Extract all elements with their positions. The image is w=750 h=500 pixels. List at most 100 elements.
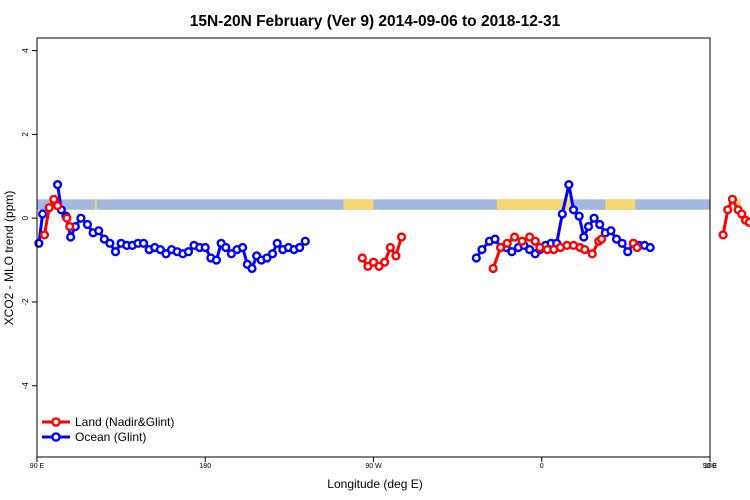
data-point	[368, 257, 379, 267]
data-point	[34, 238, 44, 248]
data-point	[161, 249, 171, 259]
data-point	[183, 247, 194, 257]
data-point	[105, 238, 115, 248]
data-point	[110, 247, 121, 257]
data-point	[617, 238, 627, 248]
x-tick-label: 180	[704, 463, 716, 470]
data-point	[300, 236, 310, 246]
data-point	[580, 244, 590, 255]
legend-marker	[51, 432, 61, 442]
data-point	[39, 230, 50, 240]
data-point	[82, 219, 93, 230]
map-band-land	[94, 199, 97, 210]
data-point	[579, 232, 589, 242]
map-band	[37, 199, 741, 210]
data-point	[38, 209, 48, 219]
data-point	[595, 219, 605, 230]
data-point	[632, 242, 642, 253]
data-point	[587, 249, 597, 259]
data-point	[44, 203, 54, 213]
series-ocean	[34, 180, 655, 274]
map-band-land	[343, 199, 374, 210]
data-point	[524, 244, 535, 255]
data-point	[380, 257, 390, 267]
data-point	[517, 236, 527, 246]
chart-title: 15N-20N February (Ver 9) 2014-09-06 to 2…	[190, 13, 561, 30]
data-point	[574, 211, 584, 221]
data-point	[645, 242, 655, 253]
data-point	[295, 242, 305, 253]
data-point	[65, 221, 75, 232]
data-point	[62, 213, 72, 223]
map-band-land	[496, 199, 572, 210]
y-tick-label: 4	[21, 48, 30, 53]
data-point	[247, 263, 257, 274]
data-point	[471, 253, 481, 263]
data-point	[200, 242, 210, 253]
data-point	[490, 234, 500, 244]
data-point	[385, 242, 395, 253]
data-point	[221, 242, 231, 253]
data-point	[267, 249, 278, 259]
y-tick-label: 0	[21, 215, 30, 220]
x-tick-label: 90 E	[30, 463, 45, 470]
data-point	[557, 209, 567, 219]
data-point	[507, 247, 517, 257]
x-axis-label: Longitude (deg E)	[327, 477, 422, 491]
data-point	[535, 242, 545, 253]
data-point	[211, 255, 222, 265]
y-tick-label: 2	[21, 132, 30, 137]
data-point	[66, 232, 76, 242]
data-point	[524, 232, 535, 242]
data-point	[510, 232, 520, 242]
data-point	[391, 251, 401, 261]
series-land	[39, 194, 750, 274]
data-point	[583, 221, 594, 232]
data-point	[564, 180, 574, 190]
data-point	[138, 238, 149, 248]
data-point	[99, 234, 109, 244]
legend-label: Ocean (Glint)	[75, 430, 146, 444]
legend-marker	[51, 417, 61, 427]
data-point	[272, 238, 282, 248]
data-point	[155, 244, 165, 255]
data-point	[49, 194, 59, 204]
data-point	[363, 261, 373, 271]
plot-series	[34, 180, 750, 274]
data-point	[238, 242, 248, 253]
x-tick-label: 90 E	[703, 463, 718, 470]
map-band-land	[734, 199, 741, 210]
data-point	[374, 261, 384, 271]
x-tick-label: 180	[199, 463, 211, 470]
data-point	[723, 205, 733, 215]
map-band-land	[605, 199, 636, 210]
data-point	[611, 234, 622, 244]
data-point	[596, 234, 607, 244]
plot-frame	[36, 37, 711, 458]
y-axis: 4 2 0 -2 -4	[21, 48, 37, 389]
data-point	[396, 232, 407, 242]
y-tick-label: -2	[21, 298, 30, 306]
data-point	[52, 180, 63, 190]
data-point	[94, 226, 104, 236]
legend: Land (Nadir&Glint)Ocean (Glint)	[42, 415, 174, 444]
data-point	[568, 205, 579, 215]
legend-label: Land (Nadir&Glint)	[75, 415, 174, 429]
data-point	[502, 238, 512, 248]
data-point	[623, 247, 633, 257]
data-point	[589, 213, 599, 223]
data-point	[76, 213, 86, 223]
data-point	[718, 230, 728, 240]
data-point	[530, 236, 540, 246]
series-line	[37, 213, 45, 244]
y-axis-label: XCO2 - MLO trend (ppm)	[2, 191, 16, 326]
data-point	[727, 194, 738, 204]
data-point	[496, 242, 506, 253]
data-point	[737, 209, 747, 219]
data-point	[226, 249, 237, 259]
data-point	[477, 244, 487, 255]
x-tick-label: 90 W	[365, 463, 382, 470]
data-point	[744, 217, 750, 227]
